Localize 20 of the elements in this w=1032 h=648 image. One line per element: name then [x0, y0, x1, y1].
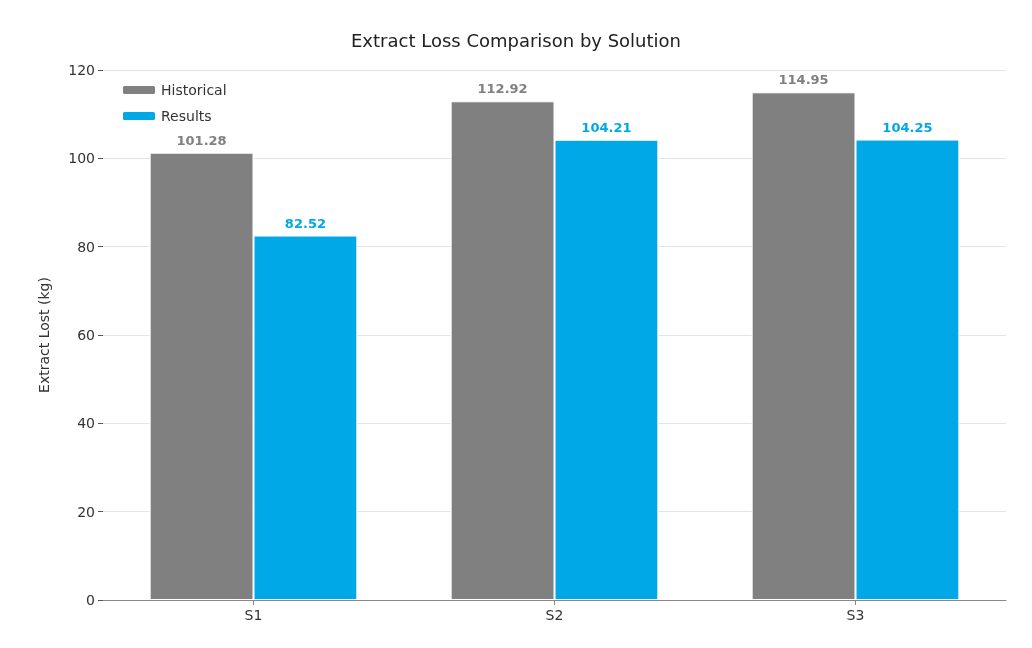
y-tick-label: 0	[86, 592, 95, 608]
chart-title: Extract Loss Comparison by Solution	[350, 29, 682, 51]
data-label: 112.92	[477, 81, 528, 97]
y-tick-label: 80	[77, 238, 95, 255]
y-axis-title: Extract Lost (kg)	[36, 277, 52, 393]
legend-label: Historical	[161, 82, 227, 98]
data-label: 114.95	[778, 72, 829, 88]
y-tick-label: 20	[77, 503, 95, 520]
data-label: 101.28	[176, 132, 227, 148]
data-label: 104.21	[581, 119, 632, 135]
y-tick-label: 120	[68, 62, 95, 78]
x-tick-label: S2	[545, 607, 564, 623]
data-label: 82.52	[284, 215, 326, 231]
data-label: 104.25	[882, 119, 933, 135]
y-tick-label: 100	[68, 150, 95, 167]
y-tick-label: 40	[77, 415, 95, 432]
x-tick-label: S3	[846, 607, 865, 623]
x-tick-label: S1	[244, 607, 263, 623]
legend-label: Results	[161, 108, 212, 124]
y-tick-label: 60	[77, 327, 95, 343]
